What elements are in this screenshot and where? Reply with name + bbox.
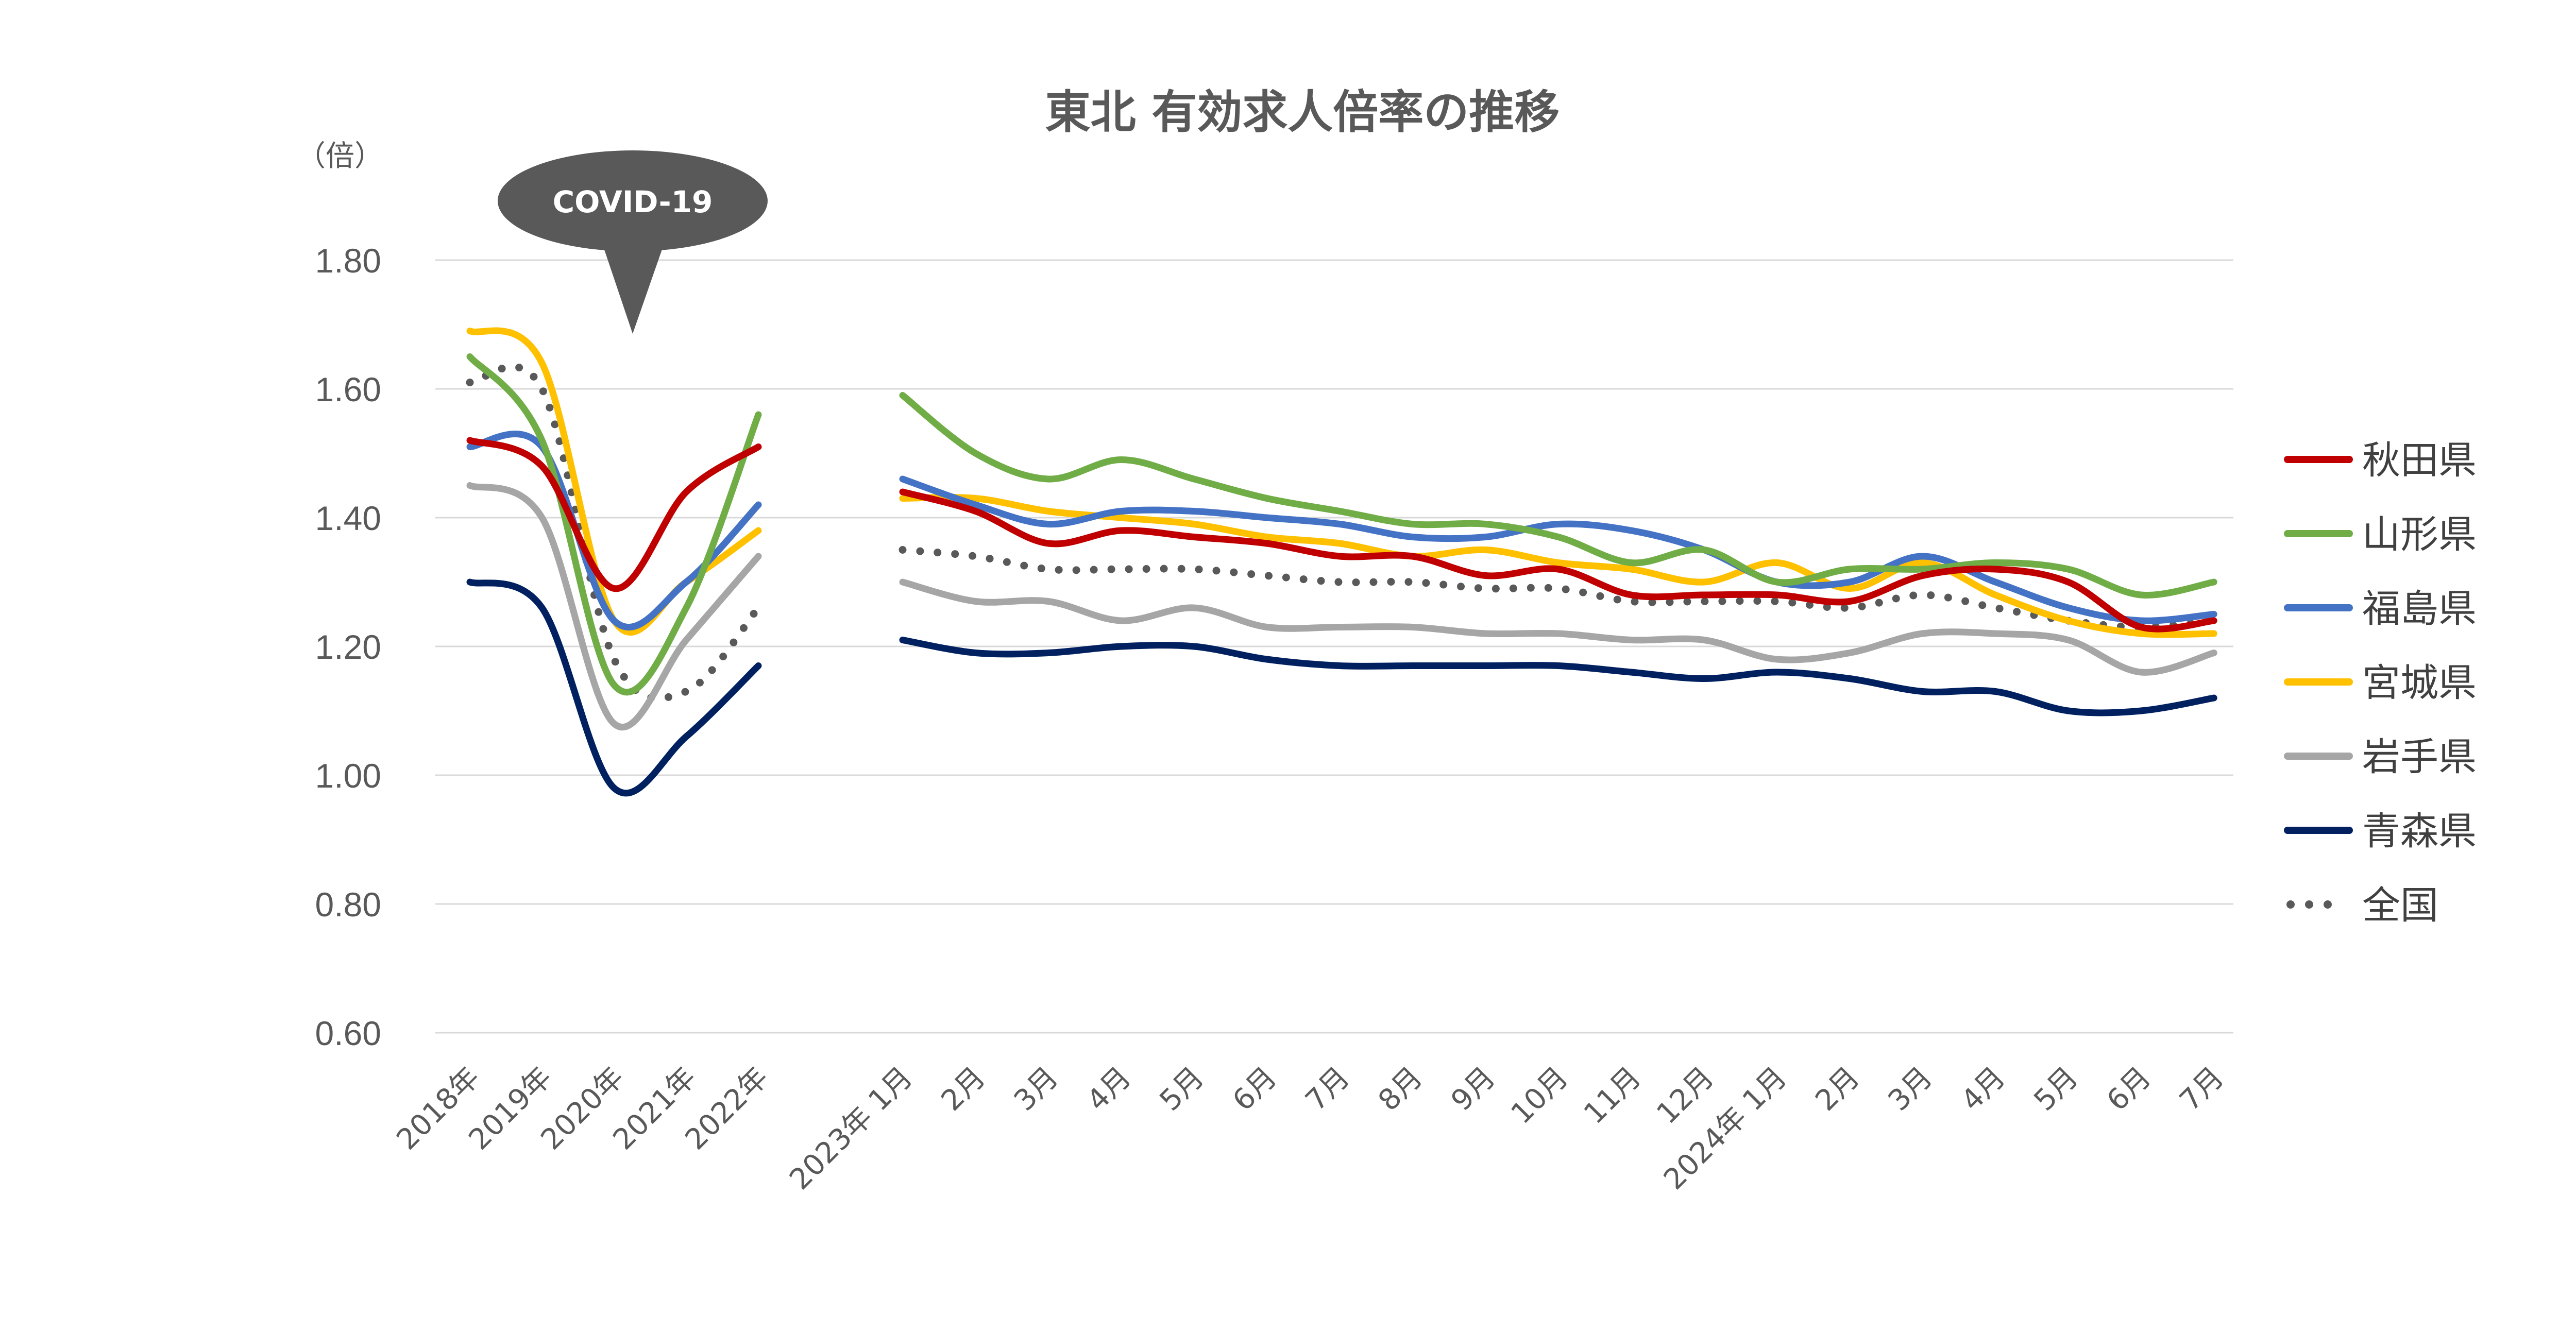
series-line-monthly-青森県 [899,637,2217,716]
y-tick-label: 1.20 [315,628,381,666]
x-tick-label: 5月 [1154,1061,1211,1118]
x-tick-label: 7月 [2173,1061,2230,1118]
legend-item: 福島県 [2284,587,2477,631]
y-tick-label: 1.60 [315,370,381,408]
y-axis-unit: （倍） [297,140,383,173]
series-line-annual-全国 [466,363,762,703]
x-tick-label: 6月 [2100,1061,2158,1118]
legend-item: 青森県 [2284,809,2477,853]
covid-callout-pointer [602,242,665,334]
legend-label: 全国 [2362,883,2438,928]
series-line-monthly-岩手県 [899,578,2217,676]
x-tick-label: 4月 [1955,1061,2012,1118]
legend-label: 山形県 [2362,513,2477,557]
legend-label: 福島県 [2362,587,2477,631]
covid-callout-label: COVID-19 [553,184,713,219]
gridlines [435,259,2233,1034]
x-tick-label: 2月 [1809,1061,1866,1118]
x-tick-label: 2023年 1月 [783,1061,919,1197]
x-tick-label: 3月 [1882,1061,1939,1118]
covid-callout: COVID-19 [498,150,768,334]
y-tick-label: 1.80 [315,242,381,280]
legend-item: 山形県 [2284,513,2477,557]
x-tick-label: 9月 [1445,1061,1502,1118]
x-tick-label: 11月 [1578,1061,1648,1131]
legend-item: 宮城県 [2284,661,2477,705]
series-line-annual-山形県 [466,353,762,696]
series-lines [466,327,2218,797]
y-axis-ticks: 0.60 0.80 1.00 1.20 1.40 1.60 1.80 [315,242,381,1052]
series-line-monthly-山形県 [899,392,2217,599]
series-line-monthly-宮城県 [899,494,2217,638]
series-line-annual-秋田県 [466,437,762,592]
legend-label: 秋田県 [2362,438,2477,483]
y-tick-label: 1.40 [315,499,381,537]
covid-callout-bubble [498,150,768,251]
x-tick-label: 4月 [1080,1061,1138,1118]
x-tick-label: 6月 [1226,1061,1283,1118]
chart-title: 東北 有効求人倍率の推移 [1045,86,1560,139]
x-tick-label: 5月 [2028,1061,2085,1118]
legend-item: 秋田県 [2284,438,2477,483]
series-line-annual-岩手県 [466,482,762,731]
legend-label: 青森県 [2362,809,2477,853]
y-tick-label: 0.60 [315,1014,381,1052]
x-tick-label: 2月 [935,1061,992,1118]
y-tick-label: 0.80 [315,885,381,924]
legend-item: 全国 [2286,883,2438,928]
x-tick-label: 7月 [1299,1061,1357,1118]
legend-item: 岩手県 [2284,735,2477,779]
y-tick-label: 1.00 [315,757,381,795]
x-tick-label: 10月 [1505,1061,1575,1131]
legend-label: 岩手県 [2362,735,2477,779]
legend-label: 宮城県 [2362,661,2477,705]
series-line-monthly-福島県 [899,475,2217,624]
x-tick-label: 8月 [1372,1061,1429,1118]
series-line-monthly-秋田県 [899,488,2217,633]
series-line-annual-青森県 [466,578,762,797]
x-tick-label: 3月 [1008,1061,1065,1118]
